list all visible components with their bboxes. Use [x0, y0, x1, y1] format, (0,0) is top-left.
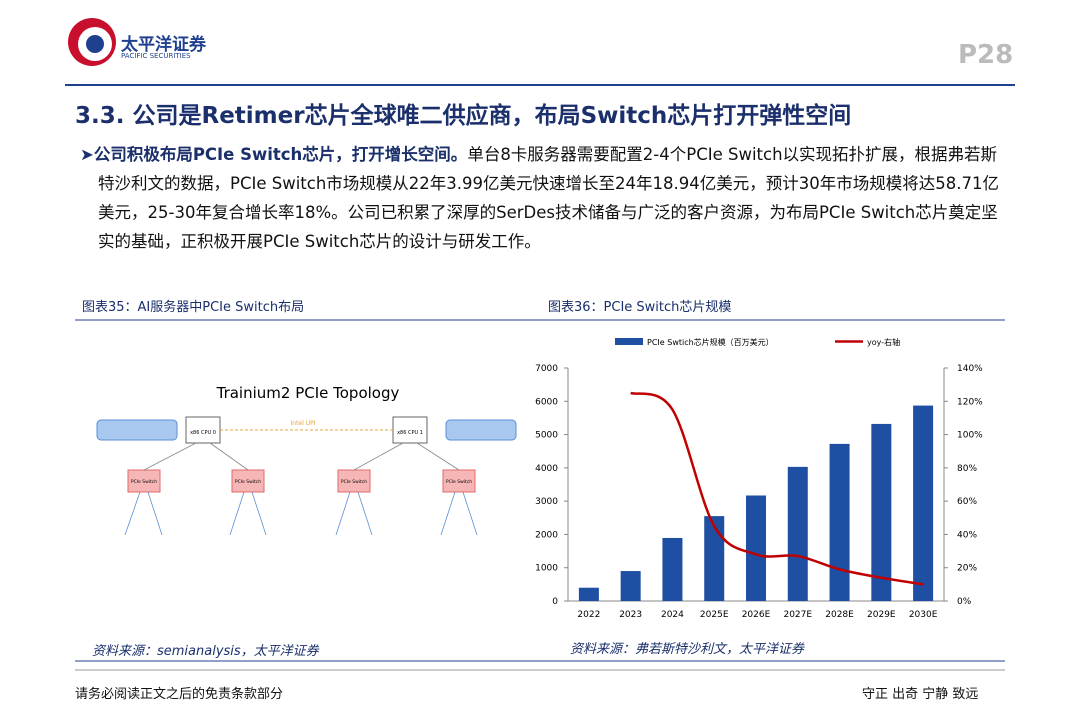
- bar: [662, 537, 683, 601]
- connector: [335, 491, 351, 536]
- heading: 3.3. 公司是Retimer芯片全球唯二供应商，布局Switch芯片打开弹性空…: [75, 103, 852, 129]
- y2-tick-label: 80%: [957, 464, 977, 474]
- connector: [143, 442, 197, 471]
- y-tick-label: 1000: [535, 564, 558, 574]
- x-tick-label: 2026E: [742, 610, 771, 620]
- bar: [829, 443, 850, 601]
- cpu-label: x86 CPU 0: [190, 430, 216, 436]
- link-label: Intel UPI: [291, 420, 316, 427]
- footer-right: 守正 出奇 宁静 致远: [862, 687, 979, 702]
- connector: [357, 491, 373, 536]
- y2-tick-label: 100%: [957, 431, 983, 441]
- diagram-title: Trainium2 PCIe Topology: [216, 384, 400, 402]
- y-tick-label: 3000: [535, 497, 558, 507]
- y2-tick-label: 40%: [957, 530, 977, 540]
- connector: [229, 491, 245, 536]
- chart: 0 1000 2000 3000 4000 5000 6000 7000 0% 20% 40% 60%…: [535, 337, 983, 620]
- bullet-lead: 公司积极布局PCIe Switch芯片，打开增长空间。: [93, 145, 468, 164]
- y-tick-label: 6000: [535, 397, 558, 407]
- switch-label: PCIe Switch: [341, 479, 367, 485]
- bar: [620, 571, 641, 601]
- source: 资料来源：semianalysis，太平洋证券: [92, 644, 319, 659]
- y2-tick-label: 0%: [957, 597, 972, 607]
- box: [445, 419, 517, 441]
- switch-label: PCIe Switch: [446, 479, 472, 485]
- y2-tick-label: 120%: [957, 397, 983, 407]
- bar: [578, 587, 599, 601]
- connector: [416, 442, 460, 471]
- connector: [147, 491, 163, 536]
- y2-tick-label: 60%: [957, 497, 977, 507]
- box: [96, 419, 178, 441]
- bullet: ➤公司积极布局PCIe Switch芯片，打开增长空间。单台8卡服务器需要配置2…: [80, 145, 999, 251]
- y-tick-label: 2000: [535, 530, 558, 540]
- switch-label: PCIe Switch: [131, 479, 157, 485]
- bullet-text: 单台8卡服务器需要配置2-4个PCIe Switch以实现拓扑扩展，根据弗若斯特…: [98, 145, 999, 251]
- connector: [124, 491, 141, 536]
- legend-swatch: [615, 338, 643, 345]
- line: [630, 391, 924, 586]
- switch-label: PCIe Switch: [235, 479, 261, 485]
- y-tick-label: 5000: [535, 431, 558, 441]
- connector: [462, 491, 478, 536]
- legend-label: yoy-右轴: [867, 337, 900, 347]
- page-number: P28: [958, 40, 1014, 70]
- logo-cn: 太平洋证券: [121, 35, 206, 55]
- y2-tick-label: 20%: [957, 564, 977, 574]
- x-tick-label: 2029E: [867, 610, 896, 620]
- bar: [746, 495, 766, 601]
- cpu-box: [392, 416, 428, 444]
- bar: [871, 423, 892, 601]
- figure-title: 图表35：AI服务器中PCIe Switch布局: [82, 300, 305, 315]
- bar: [704, 516, 725, 601]
- topology-diagram: Trainium2 PCIe Topology x86 CPU 0 x86 CP…: [96, 384, 517, 536]
- legend-label: PCIe Swtich芯片规模（百万美元）: [647, 337, 774, 347]
- x-tick-label: 2028E: [825, 610, 854, 620]
- figure-title: 图表36：PCIe Switch芯片规模: [548, 300, 732, 315]
- source: 资料来源：弗若斯特沙利文，太平洋证券: [570, 642, 805, 657]
- logo-en: PACIFIC SECURITIES: [121, 52, 191, 60]
- x-tick-label: 2030E: [909, 610, 938, 620]
- x-tick-label: 2025E: [700, 610, 729, 620]
- x-tick-label: 2024: [661, 610, 684, 620]
- bar: [787, 466, 808, 601]
- connector: [440, 491, 456, 536]
- bar: [913, 405, 934, 601]
- x-tick-label: 2022: [577, 610, 600, 620]
- connector: [209, 442, 249, 471]
- y-tick-label: 0: [552, 597, 558, 607]
- logo-core: [86, 35, 104, 53]
- y-tick-label: 4000: [535, 464, 558, 474]
- footer-left: 请务必阅读正文之后的免责条款部分: [75, 687, 284, 702]
- x-tick-label: 2023: [619, 610, 642, 620]
- cpu-label: x86 CPU 1: [397, 430, 423, 436]
- x-tick-label: 2027E: [783, 610, 812, 620]
- connector: [353, 442, 404, 471]
- y-tick-label: 7000: [535, 364, 558, 374]
- connector: [251, 491, 267, 536]
- y2-tick-label: 140%: [957, 364, 983, 374]
